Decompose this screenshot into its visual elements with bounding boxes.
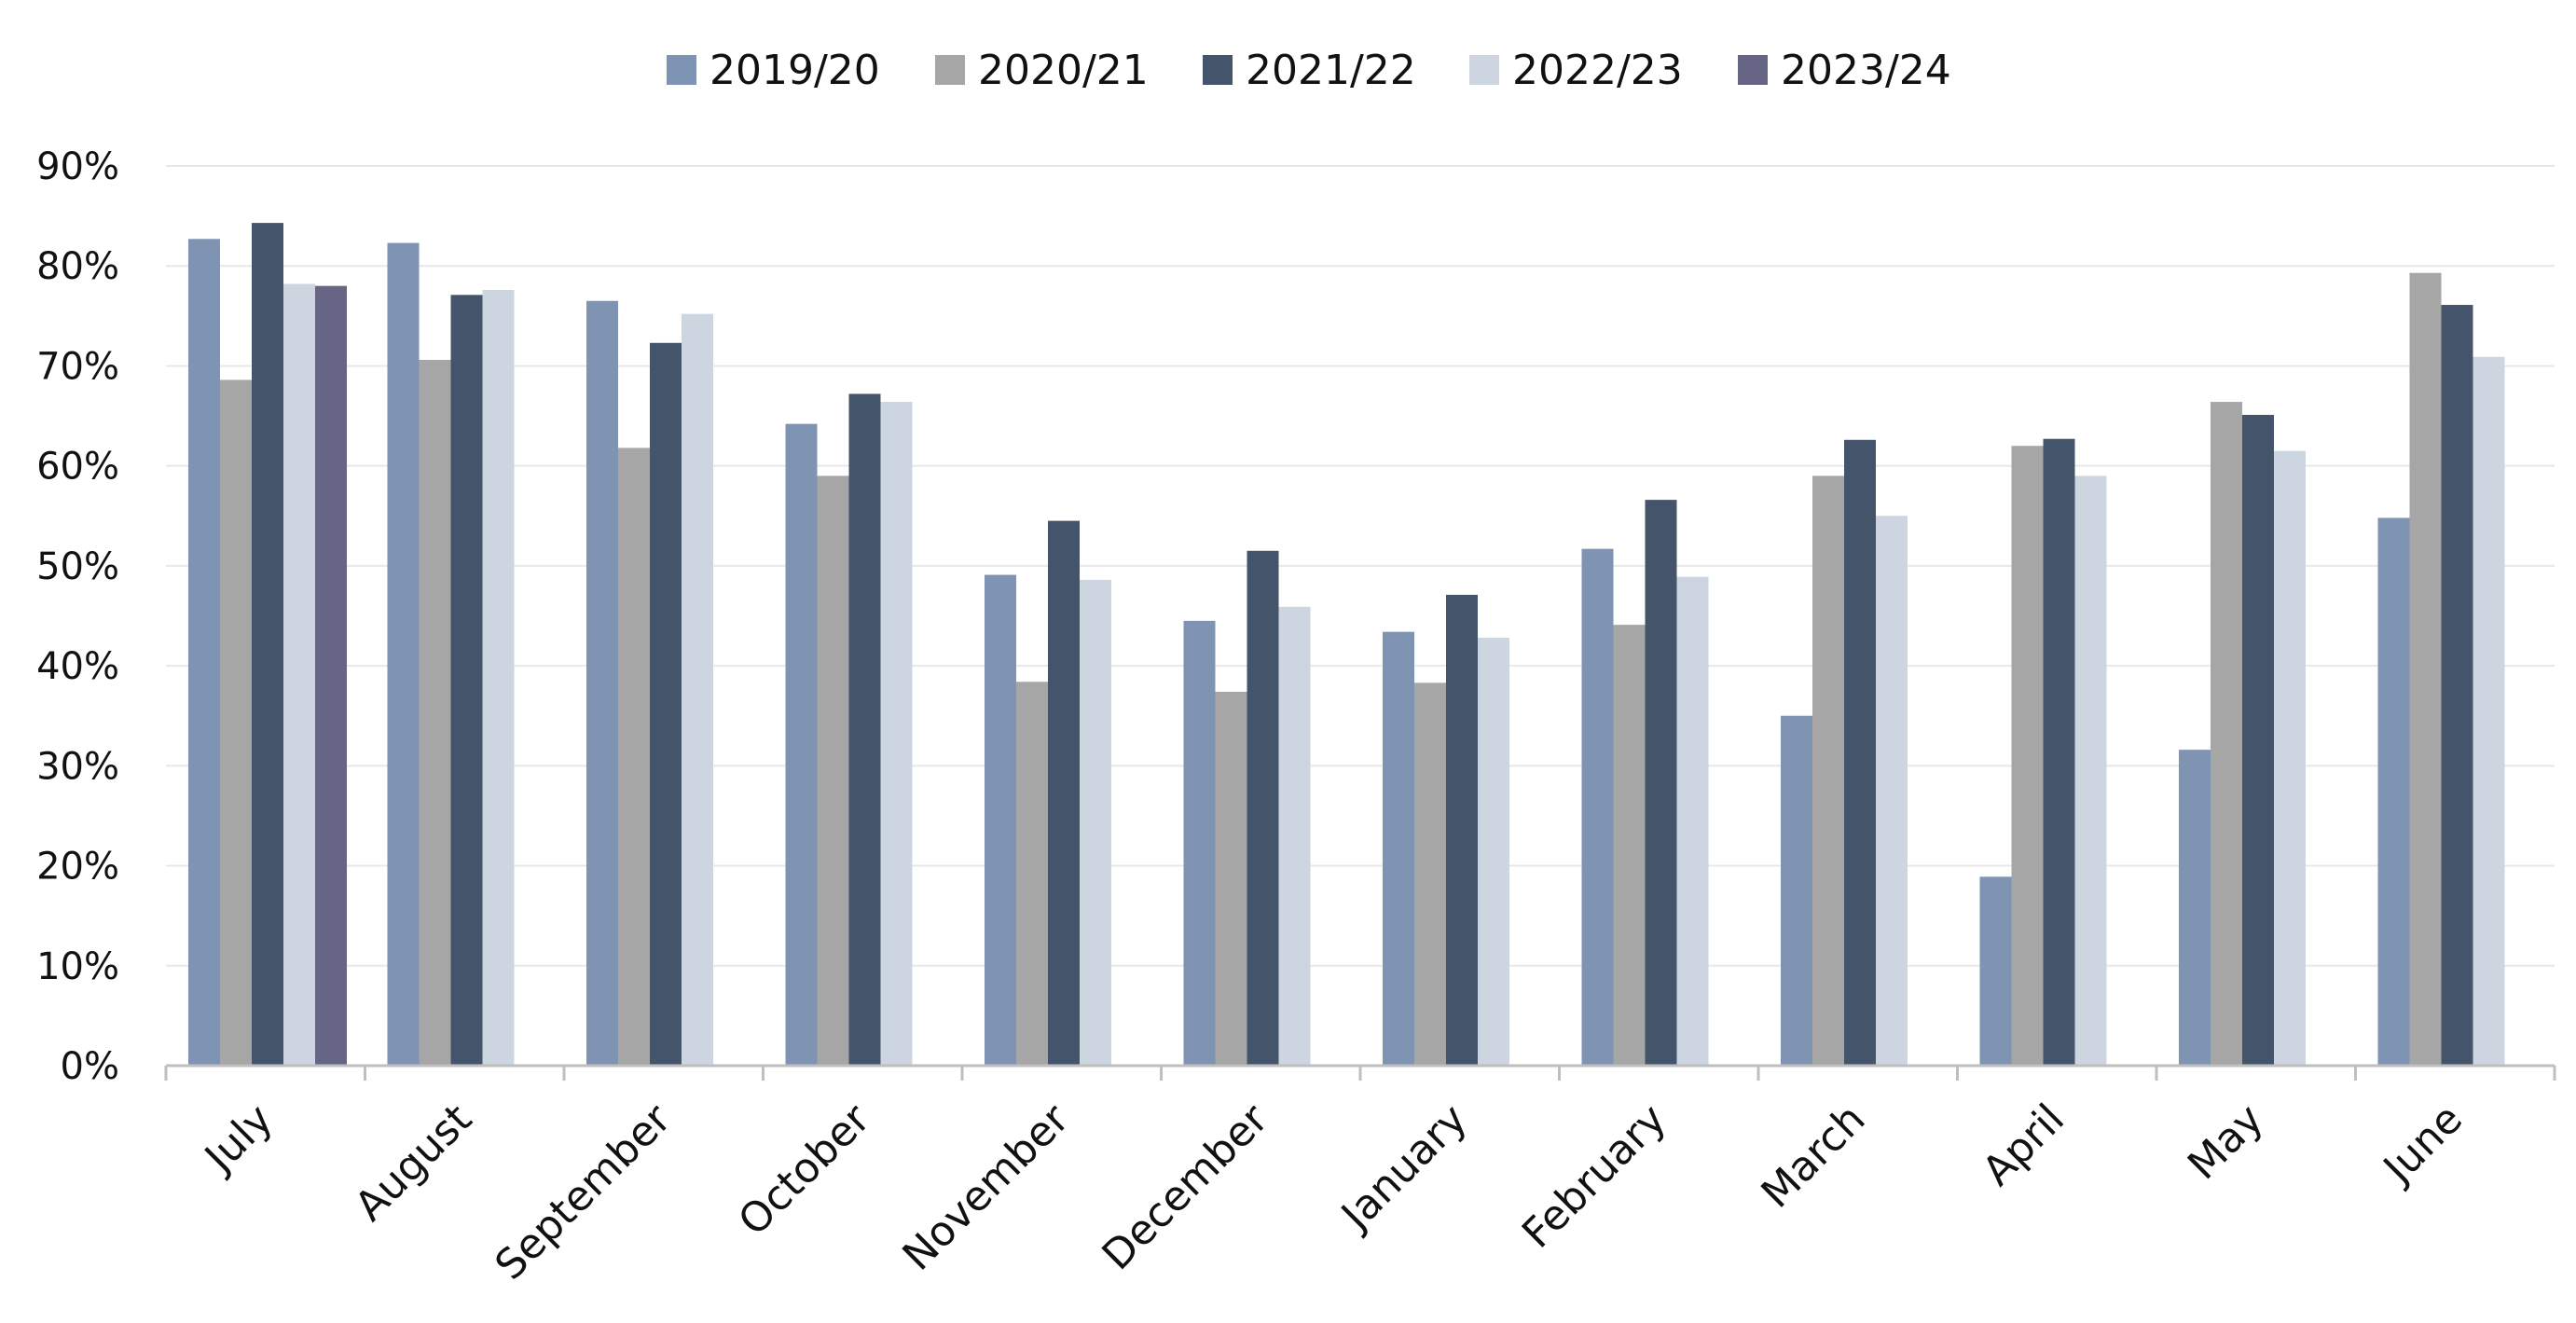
bar-2021-22-march xyxy=(1844,439,1876,1066)
legend-item-2019-20: 2019/20 xyxy=(667,47,880,94)
legend-swatch xyxy=(1469,55,1499,85)
x-tick-labels: July August September October November Decemb… xyxy=(194,1095,2472,1289)
bar-2022-23-october xyxy=(880,402,913,1066)
bar-2020-21-march xyxy=(1812,475,1844,1066)
bar-2022-23-november xyxy=(1080,579,1111,1066)
bar-2019-20-april xyxy=(1979,876,2012,1066)
x-tick-label: October xyxy=(729,1095,879,1245)
bar-2020-21-october xyxy=(817,475,849,1066)
bar-2022-23-september xyxy=(682,313,713,1066)
gridlines xyxy=(166,165,2555,967)
legend-item-2022-23: 2022/23 xyxy=(1469,47,1683,94)
legend-swatch xyxy=(1203,55,1233,85)
x-tick-label: February xyxy=(1513,1096,1675,1258)
bar-2023-24-july xyxy=(315,285,347,1067)
bar-2022-23-february xyxy=(1676,576,1709,1066)
bar-2021-22-july xyxy=(252,223,283,1066)
bar-2020-21-july xyxy=(220,379,252,1066)
bar-2019-20-february xyxy=(1581,548,1614,1066)
bar-2022-23-july xyxy=(283,283,315,1066)
y-tick-label: 30% xyxy=(36,745,119,788)
bar-2020-21-september xyxy=(618,448,650,1066)
legend-item-2023-24: 2023/24 xyxy=(1738,47,1951,94)
legend-label: 2023/24 xyxy=(1781,47,1951,94)
bar-2020-21-april xyxy=(2011,446,2044,1066)
y-tick-label: 10% xyxy=(36,945,119,988)
legend-label: 2020/21 xyxy=(978,47,1149,94)
bar-2019-20-september xyxy=(586,300,618,1066)
bar-2022-23-january xyxy=(1478,638,1509,1066)
bar-2019-20-may xyxy=(2179,750,2211,1066)
y-tick-label: 70% xyxy=(36,345,119,388)
bar-2019-20-october xyxy=(785,423,818,1067)
legend-label: 2022/23 xyxy=(1512,47,1683,94)
bar-2021-22-may xyxy=(2242,414,2274,1066)
bar-2021-22-january xyxy=(1446,594,1478,1066)
legend-swatch xyxy=(935,55,965,85)
y-tick-label: 40% xyxy=(36,645,119,688)
x-tick-label: December xyxy=(1094,1095,1278,1279)
bar-2021-22-november xyxy=(1048,520,1080,1066)
bar-2022-23-may xyxy=(2274,450,2306,1066)
bar-2021-22-february xyxy=(1645,500,1677,1066)
x-tick-label: May xyxy=(2179,1096,2272,1189)
bar-2021-22-december xyxy=(1247,550,1279,1066)
y-tick-label: 0% xyxy=(61,1045,119,1088)
bar-2022-23-june xyxy=(2473,356,2505,1066)
bar-2021-22-april xyxy=(2043,438,2075,1066)
bar-2019-20-december xyxy=(1183,620,1216,1066)
bar-2019-20-july xyxy=(188,239,220,1066)
x-tick-label: July xyxy=(194,1096,282,1183)
y-axis: 0% 10% 20% 30% 40% 50% 60% 70% 80% 90% xyxy=(36,145,119,1088)
bar-2020-21-february xyxy=(1613,625,1646,1066)
legend-swatch xyxy=(667,55,696,85)
x-tick-label: April xyxy=(1974,1096,2073,1195)
bar-2022-23-april xyxy=(2074,475,2107,1066)
bar-2021-22-september xyxy=(650,342,682,1066)
x-tick-label: September xyxy=(486,1095,681,1289)
legend-label: 2019/20 xyxy=(709,47,880,94)
bar-2021-22-june xyxy=(2441,305,2473,1066)
x-tick-label: January xyxy=(1330,1096,1476,1241)
bar-2022-23-december xyxy=(1278,606,1311,1066)
legend-item-2021-22: 2021/22 xyxy=(1203,47,1416,94)
legend-swatch xyxy=(1738,55,1768,85)
x-tick-label: March xyxy=(1753,1096,1875,1218)
bar-2020-21-may xyxy=(2211,402,2242,1066)
bar-2019-20-june xyxy=(2377,517,2410,1066)
bar-2020-21-june xyxy=(2409,272,2442,1066)
bars xyxy=(188,223,2505,1067)
bar-2020-21-january xyxy=(1414,682,1446,1066)
legend-label: 2021/22 xyxy=(1246,47,1416,94)
bar-2019-20-november xyxy=(985,574,1016,1066)
x-axis xyxy=(164,1064,2556,1081)
bar-2020-21-december xyxy=(1215,691,1247,1066)
bar-2019-20-august xyxy=(387,242,420,1066)
bar-2019-20-march xyxy=(1781,715,1812,1066)
legend: 2019/20 2020/21 2021/22 2022/23 2023/24 xyxy=(667,47,1951,94)
y-tick-label: 20% xyxy=(36,846,119,889)
bar-2019-20-january xyxy=(1383,631,1414,1066)
y-tick-label: 50% xyxy=(36,545,119,588)
y-tick-label: 60% xyxy=(36,446,119,489)
y-tick-label: 90% xyxy=(36,145,119,188)
x-tick-label: November xyxy=(894,1095,1080,1280)
bar-2022-23-march xyxy=(1876,516,1908,1066)
bar-2020-21-august xyxy=(419,360,451,1066)
bar-2021-22-august xyxy=(450,295,483,1067)
x-tick-label: June xyxy=(2373,1096,2472,1194)
x-tick-label: August xyxy=(346,1096,481,1231)
legend-item-2020-21: 2020/21 xyxy=(935,47,1149,94)
bar-2021-22-october xyxy=(848,393,881,1066)
bar-2022-23-august xyxy=(482,289,515,1066)
y-tick-label: 80% xyxy=(36,245,119,288)
bar-2020-21-november xyxy=(1016,682,1048,1066)
